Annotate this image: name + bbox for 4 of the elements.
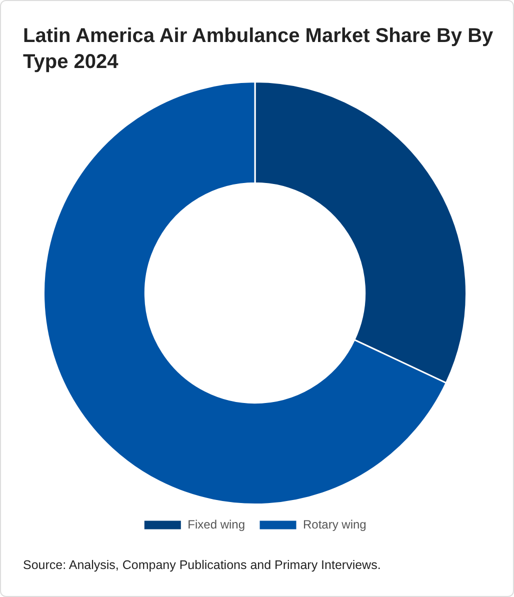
source-note: Source: Analysis, Company Publications and Primary Interviews. (23, 558, 381, 572)
legend-label: Fixed wing (188, 517, 245, 532)
chart-title: Latin America Air Ambulance Market Share By By Type 2024 (23, 24, 494, 75)
legend-label: Rotary wing (303, 517, 366, 532)
